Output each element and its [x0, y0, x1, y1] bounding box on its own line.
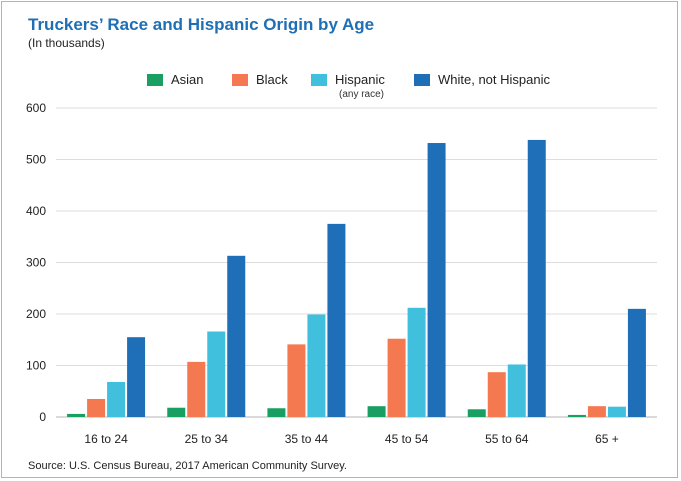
y-tick-label-400: 400 — [26, 204, 46, 218]
bar-hispanic-5 — [607, 406, 626, 417]
legend-label-white: White, not Hispanic — [438, 72, 550, 87]
legend-label-asian: Asian — [171, 72, 204, 87]
legend-label-black: Black — [256, 72, 288, 87]
x-tick-label-3: 45 to 54 — [385, 432, 429, 446]
bar-black-4 — [487, 372, 506, 417]
bar-hispanic-0 — [107, 381, 126, 417]
legend-swatch-asian — [147, 74, 163, 86]
x-tick-label-0: 16 to 24 — [84, 432, 128, 446]
y-tick-label-200: 200 — [26, 307, 46, 321]
chart-subtitle: (In thousands) — [28, 36, 105, 50]
bar-white-not-hispanic-1 — [227, 255, 246, 417]
bar-hispanic-2 — [307, 314, 326, 417]
bar-asian-2 — [267, 408, 286, 417]
x-tick-label-2: 35 to 44 — [285, 432, 329, 446]
y-tick-label-100: 100 — [26, 359, 46, 373]
bar-hispanic-3 — [407, 307, 426, 417]
bar-asian-1 — [167, 407, 186, 417]
legend-swatch-black — [232, 74, 248, 86]
bar-black-3 — [387, 338, 406, 417]
bar-asian-3 — [367, 406, 386, 417]
y-tick-label-0: 0 — [39, 410, 46, 424]
bar-white-not-hispanic-2 — [327, 223, 346, 417]
y-tick-label-600: 600 — [26, 101, 46, 115]
bar-white-not-hispanic-4 — [527, 139, 546, 417]
chart-title: Truckers’ Race and Hispanic Origin by Ag… — [28, 15, 375, 34]
legend-swatch-hispanic — [311, 74, 327, 86]
x-tick-label-4: 55 to 64 — [485, 432, 529, 446]
y-tick-label-300: 300 — [26, 256, 46, 270]
bar-black-0 — [87, 398, 106, 417]
bar-asian-0 — [67, 413, 86, 417]
bar-asian-5 — [567, 414, 586, 417]
y-tick-label-500: 500 — [26, 153, 46, 167]
bar-white-not-hispanic-3 — [427, 143, 446, 417]
x-tick-label-1: 25 to 34 — [185, 432, 229, 446]
bar-black-1 — [187, 361, 206, 417]
bar-white-not-hispanic-5 — [627, 308, 646, 417]
chart-source: Source: U.S. Census Bureau, 2017 America… — [28, 460, 347, 472]
bar-hispanic-4 — [507, 364, 526, 417]
bar-asian-4 — [467, 409, 486, 417]
bar-hispanic-1 — [207, 331, 226, 417]
legend-label-hispanic: Hispanic — [335, 72, 385, 87]
bar-black-2 — [287, 344, 306, 417]
bar-white-not-hispanic-0 — [127, 337, 146, 417]
legend-swatch-white — [414, 74, 430, 86]
x-tick-label-5: 65 + — [595, 432, 619, 446]
legend-note-hispanic: (any race) — [339, 89, 385, 100]
bar-black-5 — [587, 406, 606, 417]
